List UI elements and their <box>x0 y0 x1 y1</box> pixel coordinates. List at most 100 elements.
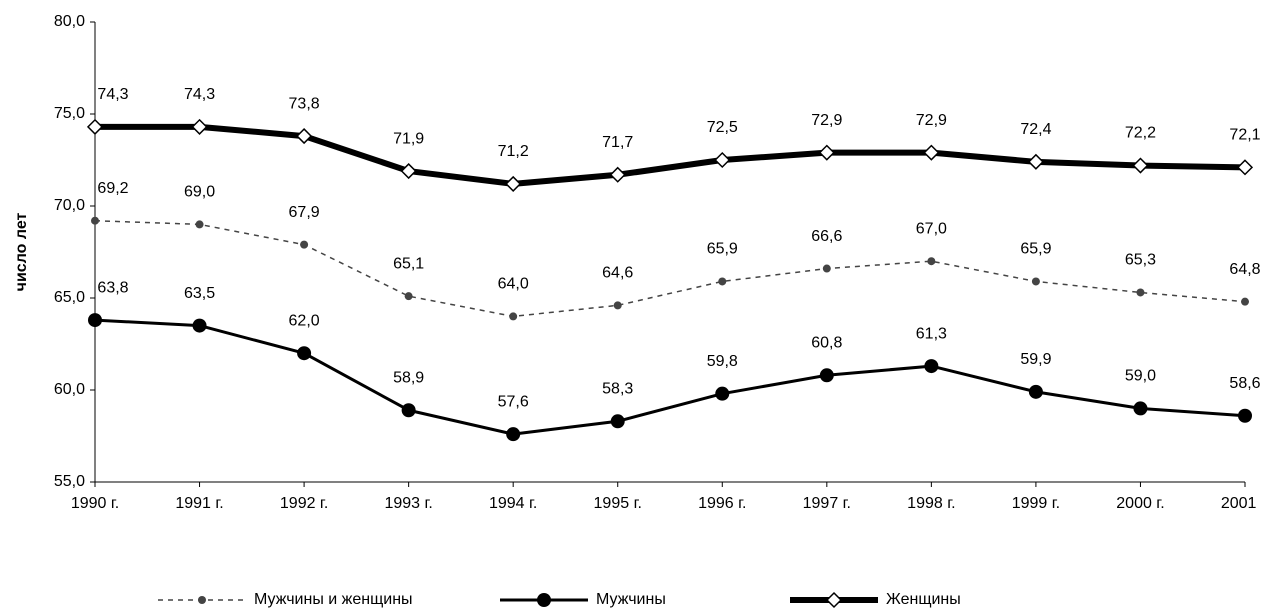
data-point <box>818 144 835 161</box>
data-point <box>192 318 207 333</box>
data-point <box>400 162 417 180</box>
data-label: 72,2 <box>1125 125 1156 142</box>
data-label: 74,3 <box>97 86 128 103</box>
data-label: 69,0 <box>184 184 215 201</box>
x-tick-label: 1990 г. <box>71 495 119 512</box>
data-point <box>609 166 626 183</box>
data-label: 71,2 <box>498 143 529 160</box>
x-tick-label: 1991 г. <box>175 495 223 512</box>
legend-label: Мужчины и женщины <box>254 591 413 608</box>
data-point <box>819 368 834 383</box>
data-label: 59,0 <box>1125 368 1156 385</box>
data-label: 59,9 <box>1020 351 1051 368</box>
data-label: 59,8 <box>707 353 738 370</box>
series-line <box>94 318 1246 436</box>
data-point <box>91 216 99 225</box>
y-tick-label: 80,0 <box>54 13 85 30</box>
x-tick-label: 2001 г. <box>1221 495 1261 512</box>
y-axis-label: число лет <box>13 213 30 292</box>
data-point <box>1028 384 1043 399</box>
data-point <box>1031 277 1040 286</box>
x-tick-label: 1992 г. <box>280 495 328 512</box>
data-point <box>509 312 518 321</box>
data-label: 72,5 <box>707 119 738 136</box>
data-point <box>401 403 416 418</box>
legend-marker <box>825 591 843 609</box>
data-point <box>300 240 309 249</box>
y-tick-label: 70,0 <box>54 197 85 214</box>
data-label: 74,3 <box>184 86 215 103</box>
x-tick-label: 1997 г. <box>803 495 851 512</box>
data-point <box>505 175 522 192</box>
data-point <box>1027 153 1044 170</box>
data-point <box>924 359 939 374</box>
data-point <box>715 386 730 401</box>
data-label: 65,1 <box>393 255 424 272</box>
y-tick-label: 65,0 <box>54 289 85 306</box>
data-point <box>506 427 521 442</box>
data-point <box>1236 159 1254 176</box>
data-label: 57,6 <box>498 393 529 410</box>
x-tick-label: 2000 г. <box>1116 495 1164 512</box>
data-point <box>714 151 731 169</box>
data-label: 72,9 <box>916 112 947 129</box>
data-label: 58,3 <box>602 380 633 397</box>
data-point <box>297 346 312 361</box>
y-tick-label: 55,0 <box>54 473 85 490</box>
data-point <box>718 277 727 286</box>
data-label: 62,0 <box>289 312 320 329</box>
x-tick-label: 1993 г. <box>384 495 432 512</box>
data-point <box>1241 297 1249 306</box>
data-label: 64,6 <box>602 265 633 282</box>
y-tick-label: 75,0 <box>54 105 85 122</box>
data-point <box>1238 408 1252 423</box>
data-point <box>1132 157 1149 174</box>
legend-label: Женщины <box>886 591 961 608</box>
data-point <box>191 118 208 135</box>
data-label: 60,8 <box>811 334 842 351</box>
data-point <box>195 220 204 229</box>
data-point <box>822 264 831 273</box>
data-point <box>1136 288 1145 297</box>
x-tick-label: 1998 г. <box>907 495 955 512</box>
data-point <box>296 128 313 145</box>
x-tick-label: 1995 г. <box>594 495 642 512</box>
data-point <box>86 118 104 135</box>
y-tick-label: 60,0 <box>54 381 85 398</box>
data-point <box>1133 401 1148 416</box>
data-label: 69,2 <box>97 180 128 197</box>
x-tick-label: 1994 г. <box>489 495 537 512</box>
legend-marker <box>537 593 551 607</box>
data-point <box>923 144 940 161</box>
x-tick-label: 1999 г. <box>1012 495 1060 512</box>
data-label: 65,9 <box>1020 241 1051 258</box>
data-label: 63,8 <box>97 279 128 296</box>
data-label: 61,3 <box>916 325 947 342</box>
data-label: 64,0 <box>498 276 529 293</box>
legend-marker <box>198 596 206 604</box>
data-label: 64,8 <box>1229 261 1260 278</box>
data-label: 72,9 <box>811 112 842 129</box>
series-line <box>94 219 1246 318</box>
data-label: 71,9 <box>393 130 424 147</box>
data-label: 63,5 <box>184 285 215 302</box>
data-point <box>610 414 625 429</box>
data-label: 65,3 <box>1125 252 1156 269</box>
legend-label: Мужчины <box>596 591 666 608</box>
data-label: 67,9 <box>289 204 320 221</box>
data-label: 65,9 <box>707 241 738 258</box>
data-label: 72,4 <box>1020 121 1051 138</box>
data-label: 58,6 <box>1229 375 1260 392</box>
data-label: 71,7 <box>602 134 633 151</box>
data-point <box>404 292 413 301</box>
data-point <box>613 301 622 310</box>
x-tick-label: 1996 г. <box>698 495 746 512</box>
data-point <box>927 257 936 266</box>
data-label: 73,8 <box>289 95 320 112</box>
series-line <box>95 123 1246 187</box>
data-point <box>88 313 102 328</box>
data-label: 66,6 <box>811 228 842 245</box>
data-label: 58,9 <box>393 369 424 386</box>
